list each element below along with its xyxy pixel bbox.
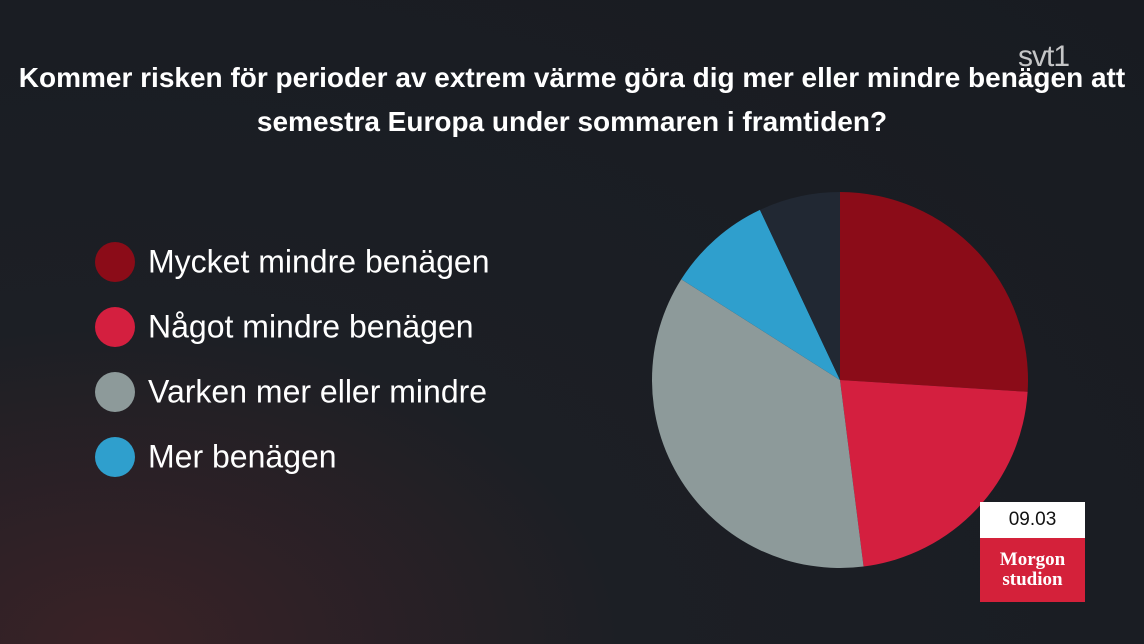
show-line: Morgon	[999, 549, 1066, 570]
chart-title: Kommer risken för perioder av extrem vär…	[18, 62, 1126, 137]
legend-swatch	[95, 437, 135, 477]
legend-swatch	[95, 242, 135, 282]
legend-label: Något mindre benägen	[148, 308, 474, 344]
channel-logo: svt1	[1018, 40, 1070, 73]
pie-slice	[652, 279, 864, 568]
pie-slice	[840, 380, 1028, 567]
show-logo: Morgon studion	[980, 538, 1085, 602]
legend-label: Mer benägen	[148, 438, 337, 474]
show-line: studion	[1002, 569, 1063, 590]
legend-label: Varken mer eller mindre	[148, 373, 487, 409]
legend-swatch	[95, 372, 135, 412]
legend-swatch	[95, 307, 135, 347]
pie-slice	[681, 209, 840, 380]
legend-label: Mycket mindre benägen	[148, 243, 490, 279]
clock: 09.03	[980, 502, 1085, 538]
pie-slice	[840, 192, 1028, 392]
pie-slice	[759, 192, 840, 380]
